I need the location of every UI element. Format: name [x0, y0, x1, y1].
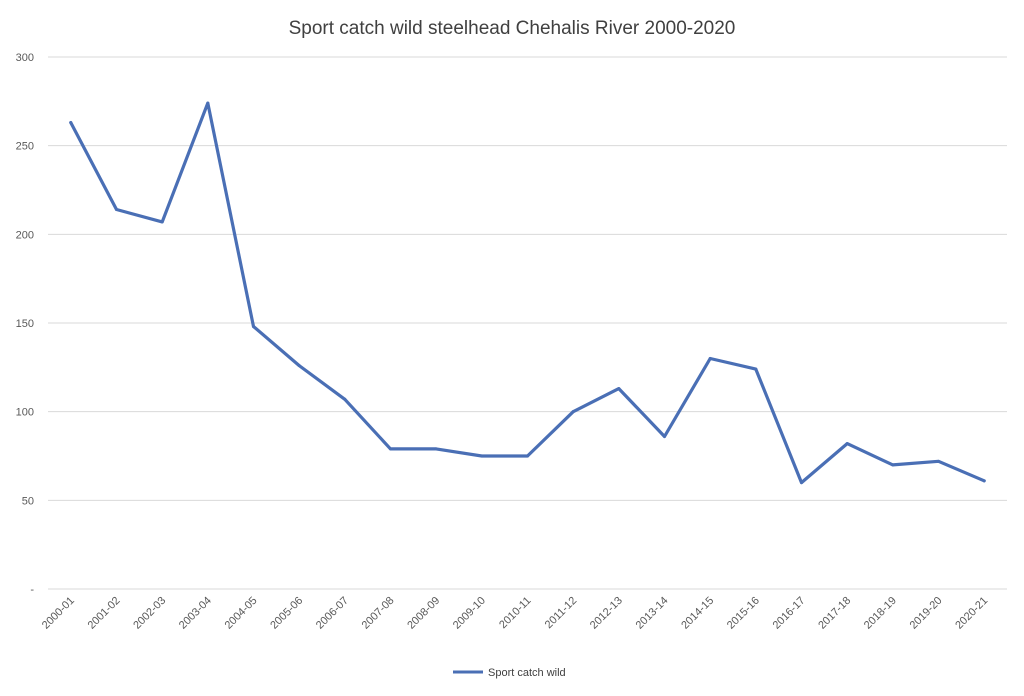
- x-tick-label: 2020-21: [953, 595, 990, 632]
- y-tick-label: 300: [16, 52, 34, 64]
- y-tick-label: 250: [16, 141, 34, 153]
- x-tick-label: 2006-07: [314, 595, 351, 632]
- x-tick-label: 2018-19: [862, 595, 899, 632]
- x-tick-label: 2000-01: [40, 595, 77, 632]
- x-tick-label: 2001-02: [86, 595, 123, 632]
- y-tick-label: 150: [16, 318, 34, 330]
- data-point: [69, 121, 73, 125]
- y-axis-tick-labels: - 50 100 150 200 250 300: [16, 52, 35, 596]
- x-tick-label: 2010-11: [497, 595, 533, 631]
- data-point: [480, 454, 484, 458]
- x-tick-label: 2016-17: [771, 595, 808, 632]
- x-tick-label: 2007-08: [360, 595, 397, 632]
- chart-title: Sport catch wild steelhead Chehalis Rive…: [289, 18, 736, 39]
- data-point: [206, 101, 210, 105]
- data-point: [115, 208, 118, 212]
- data-point: [663, 434, 666, 438]
- x-tick-label: 2013-14: [634, 595, 671, 632]
- data-point: [708, 356, 712, 360]
- data-point: [937, 459, 940, 463]
- x-tick-label: 2009-10: [451, 595, 488, 632]
- x-tick-label: 2014-15: [679, 595, 716, 632]
- data-point: [297, 364, 301, 368]
- data-point: [891, 463, 895, 467]
- y-tick-label: 200: [16, 229, 34, 241]
- data-point: [982, 479, 986, 483]
- x-tick-label: 2017-18: [816, 595, 853, 632]
- data-point: [617, 387, 621, 391]
- data-point: [754, 367, 758, 371]
- y-tick-label: 50: [22, 495, 34, 507]
- legend: Sport catch wild: [453, 667, 566, 679]
- x-tick-label: 2003-04: [177, 595, 214, 632]
- data-point: [160, 220, 164, 224]
- gridlines: [48, 56, 1007, 501]
- x-tick-label: 2015-16: [725, 595, 762, 632]
- data-point: [526, 454, 529, 458]
- data-point: [343, 397, 347, 401]
- x-tick-label: 2004-05: [223, 595, 260, 632]
- x-tick-label: 2002-03: [131, 595, 168, 632]
- x-axis-tick-labels: 2000-01 2001-02 2002-03 2003-04 2004-05 2005-…: [40, 595, 990, 632]
- x-tick-label: 2005-06: [268, 595, 305, 632]
- y-tick-label: 100: [16, 407, 34, 419]
- x-tick-label: 2012-13: [588, 595, 625, 632]
- series-lines: [69, 101, 986, 485]
- data-point: [800, 481, 803, 485]
- data-point: [571, 410, 575, 414]
- legend-label-sport-catch-wild: Sport catch wild: [488, 667, 566, 679]
- series-line-sport-catch-wild: [69, 101, 986, 485]
- data-point: [252, 325, 255, 329]
- x-tick-label: 2008-09: [405, 595, 442, 632]
- data-point: [389, 447, 392, 451]
- x-tick-label: 2019-20: [908, 595, 945, 632]
- data-point: [434, 447, 438, 451]
- y-tick-label: -: [30, 584, 34, 596]
- x-tick-label: 2011-12: [543, 595, 579, 631]
- data-point: [845, 442, 849, 446]
